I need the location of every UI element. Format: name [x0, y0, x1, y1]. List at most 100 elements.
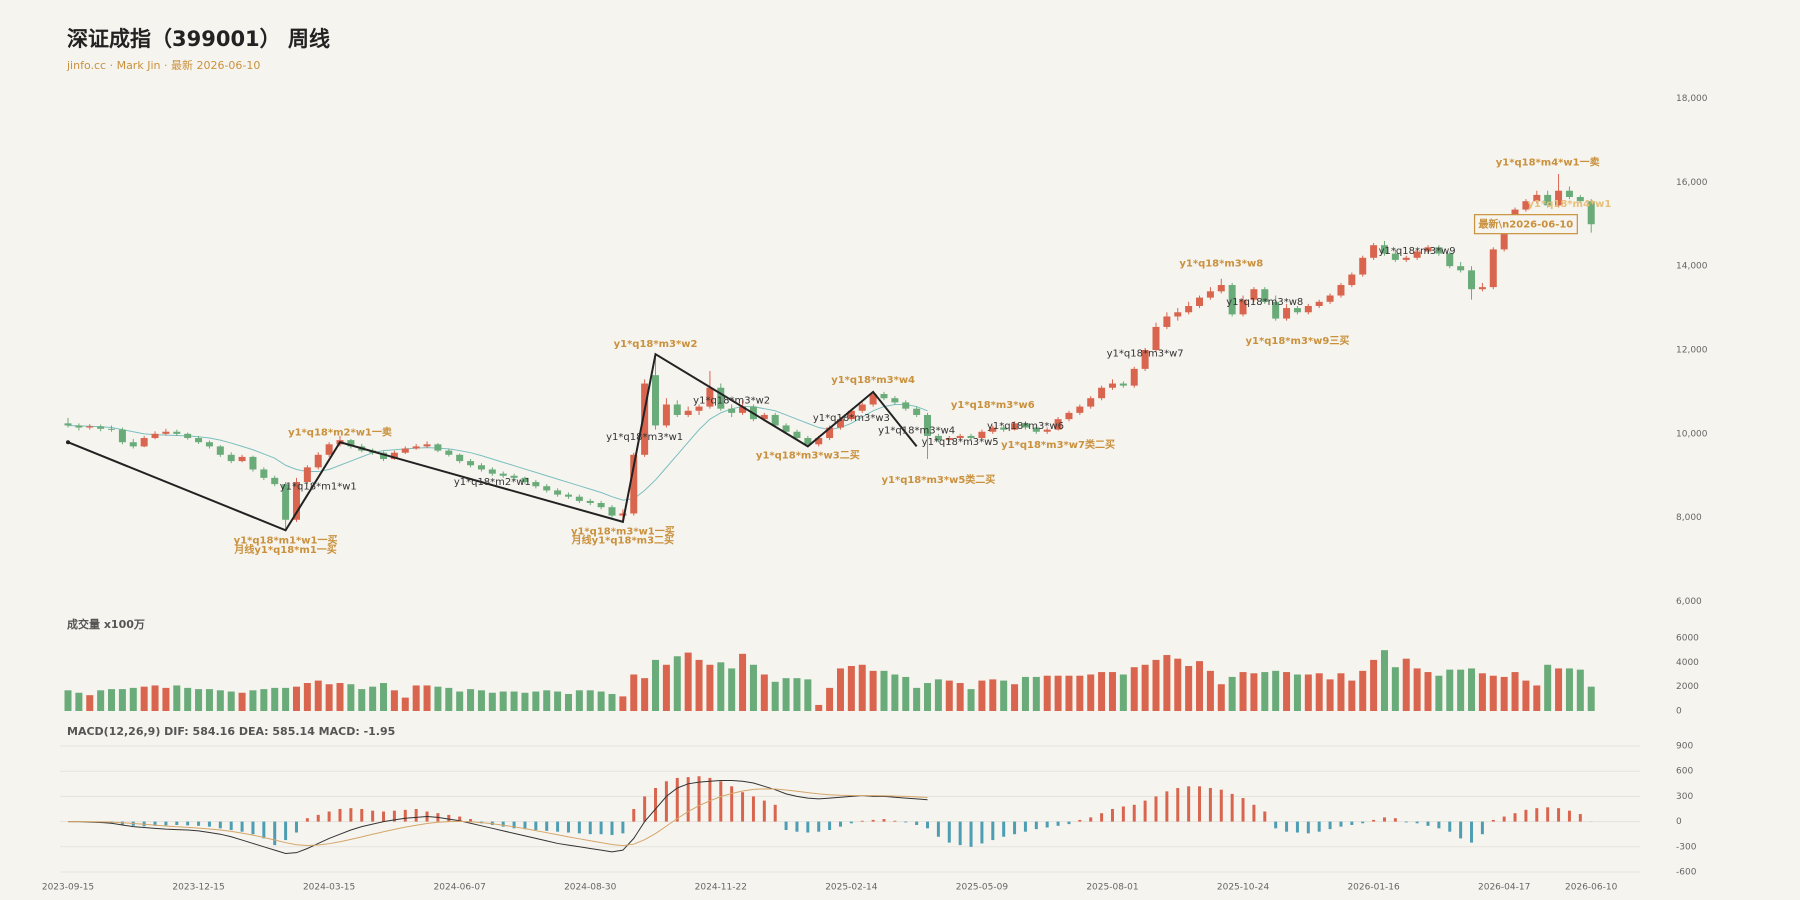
- candle-body: [1555, 190, 1563, 206]
- candle-body: [1054, 419, 1062, 430]
- volume-bar: [804, 679, 812, 711]
- candle-body: [1446, 253, 1454, 267]
- macd-bar: [534, 821, 538, 830]
- volume-bar: [1163, 655, 1171, 711]
- macd-bar: [1198, 786, 1202, 822]
- volume-bar: [1000, 680, 1008, 711]
- candle-body: [1174, 312, 1182, 317]
- macd-bar: [512, 821, 516, 829]
- y-tick-label: 8,000: [1676, 513, 1702, 523]
- candle-body: [706, 387, 714, 407]
- volume-bar: [652, 659, 660, 711]
- volume-bar: [510, 691, 518, 711]
- candle-body: [1261, 289, 1269, 302]
- candle-body: [292, 482, 300, 520]
- annotation: 月线y1*q18*m1一买: [233, 543, 336, 556]
- volume-bar: [173, 685, 181, 711]
- candle-body: [271, 477, 279, 485]
- macd-bar: [1459, 821, 1463, 839]
- macd-bar: [577, 821, 581, 834]
- volume-bar: [151, 685, 159, 711]
- x-tick-label: 2026-04-17: [1478, 883, 1530, 893]
- volume-bar: [227, 691, 235, 711]
- macd-bar: [882, 819, 886, 822]
- macd-bar: [469, 819, 473, 822]
- candle-body: [1043, 429, 1051, 432]
- volume-bar: [869, 670, 877, 711]
- volume-bar: [184, 687, 192, 711]
- macd-bar: [675, 777, 679, 822]
- volume-bar: [108, 689, 116, 711]
- candle-body: [1011, 423, 1019, 430]
- volume-bar: [1261, 672, 1269, 711]
- macd-bar: [1165, 791, 1169, 822]
- volume-bar: [1337, 673, 1345, 711]
- volume-bar: [934, 679, 942, 711]
- candle-body: [1000, 427, 1008, 430]
- macd-bar: [1132, 804, 1136, 822]
- macd-bar: [1415, 821, 1419, 824]
- macd-bar: [1491, 819, 1495, 822]
- candle-body: [173, 431, 181, 434]
- annotation: y1*q18*m4*w1一卖: [1496, 156, 1600, 169]
- volume-bar: [1544, 664, 1552, 711]
- volume-bar: [358, 689, 366, 711]
- volume-bar: [641, 678, 649, 711]
- y-tick-label: 14,000: [1676, 262, 1708, 272]
- volume-bar: [1326, 679, 1334, 711]
- candle-body: [793, 431, 801, 439]
- macd-bar: [1002, 821, 1006, 837]
- volume-bar: [1065, 675, 1073, 711]
- macd-bar: [1274, 821, 1278, 829]
- volume-bar: [1087, 674, 1095, 711]
- candle-body: [282, 484, 290, 520]
- y-tick-label: 10,000: [1676, 429, 1708, 439]
- candle-body: [184, 433, 192, 439]
- macd-bar: [1241, 798, 1245, 822]
- volume-bar: [1489, 675, 1497, 711]
- candle-body: [1391, 253, 1399, 260]
- macd-bar: [392, 810, 396, 822]
- macd-bar: [1535, 808, 1539, 822]
- macd-bar: [1404, 821, 1408, 823]
- candle-body: [1217, 285, 1225, 292]
- annotation: y1*q18*m3*w2: [614, 339, 698, 350]
- candle-body: [347, 440, 355, 447]
- candle-body: [913, 408, 921, 415]
- candle-body: [1152, 326, 1160, 350]
- annotation: y1*q18*m1*w1一买: [234, 535, 338, 547]
- macd-bar: [719, 781, 723, 822]
- macd-bar: [784, 821, 788, 830]
- volume-bar: [695, 659, 703, 711]
- volume-bar: [97, 690, 105, 711]
- candle-body: [467, 461, 475, 466]
- y-tick-label: 600: [1676, 767, 1693, 777]
- candle-body: [1163, 316, 1171, 327]
- volume-bar: [575, 690, 583, 711]
- candle-body: [510, 475, 518, 478]
- macd-bar: [947, 821, 951, 843]
- volume-bar: [1435, 675, 1443, 711]
- volume-bar: [1511, 672, 1519, 711]
- macd-bar: [1176, 788, 1180, 822]
- volume-bar: [924, 683, 932, 711]
- volume-bar: [1185, 665, 1193, 711]
- candle-body: [1065, 412, 1073, 420]
- macd-bar: [654, 788, 658, 822]
- annotation: y1*q18*m3*w2: [693, 395, 770, 406]
- candle-body: [205, 442, 213, 447]
- candle-body: [140, 438, 148, 447]
- annotation: y1*q18*m3*w5: [922, 437, 999, 448]
- volume-bar: [1555, 668, 1563, 711]
- macd-bar: [751, 796, 755, 822]
- volume-bar: [1380, 650, 1388, 711]
- candle-body: [554, 490, 562, 495]
- macd-bar: [1263, 811, 1267, 822]
- macd-bar: [686, 777, 690, 822]
- candle-body: [815, 438, 823, 445]
- candle-body: [989, 427, 997, 432]
- macd-bar: [458, 816, 462, 822]
- volume-bar: [826, 687, 834, 711]
- volume-bar: [945, 680, 953, 711]
